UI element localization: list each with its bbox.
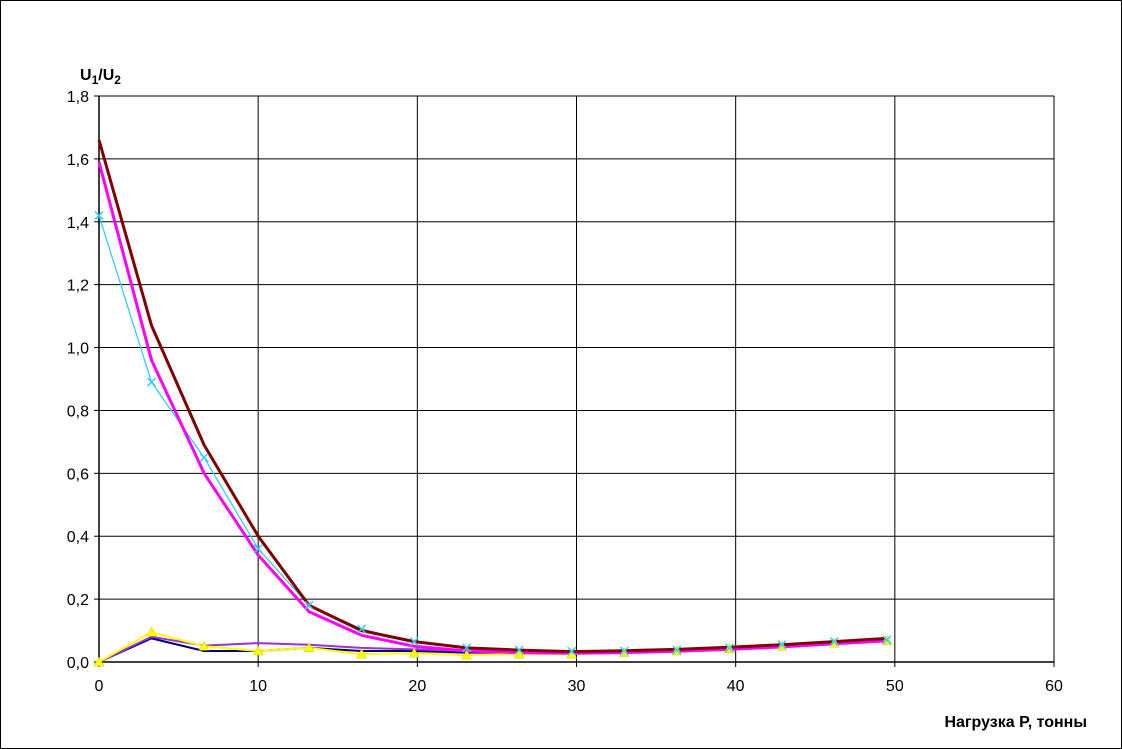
data-point-x: [514, 645, 524, 655]
data-point-x: [94, 210, 104, 221]
x-tick-label: 20: [408, 678, 426, 695]
data-point-x: [409, 637, 419, 647]
x-tick-label: 0: [95, 678, 104, 695]
data-point-triangle: [513, 648, 525, 659]
x-tick-label: 40: [727, 678, 745, 695]
data-point-x: [462, 643, 472, 653]
data-point-x: [146, 377, 157, 387]
data-point-triangle: [408, 647, 420, 658]
data-point-x: [357, 624, 367, 634]
data-point-x: [304, 600, 314, 610]
data-point-x: [829, 637, 839, 647]
data-point-x: [567, 646, 577, 656]
data-point-x: [672, 645, 682, 655]
data-point-triangle: [252, 645, 264, 656]
x-tick-label: 10: [249, 678, 267, 695]
x-tick-labels: 0 10 20 30 40 50 60: [95, 678, 1063, 695]
series-line-0: [97, 139, 887, 654]
y-tick-labels: 0,0 0,2 0,4 0,6 0,8 1,0 1,2 1,4 1,6 1,8: [67, 89, 89, 672]
y-tick-label: 0,2: [67, 592, 89, 609]
y-tick-label: 0,8: [67, 403, 89, 420]
data-point-x: [199, 453, 209, 463]
data-point-x: [724, 643, 734, 653]
data-point-triangle: [93, 656, 105, 667]
series-lines: [97, 139, 887, 663]
y-tick-label: 1,8: [67, 89, 89, 106]
y-tick-label: 1,6: [67, 152, 89, 169]
data-point-x: [777, 640, 787, 650]
data-point-x: [882, 635, 892, 645]
y-tick-label: 0,6: [67, 466, 89, 483]
y-tick-label: 1,4: [67, 215, 89, 232]
data-point-x: [253, 544, 263, 554]
x-axis-title: Нагрузка P, тонны: [944, 714, 1087, 731]
data-point-triangle: [146, 626, 157, 637]
x-tick-label: 30: [568, 678, 586, 695]
y-axis-title: U1/U2: [80, 67, 121, 87]
y-tick-label: 1,2: [67, 278, 89, 295]
data-point-triangle: [356, 648, 368, 659]
data-point-triangle: [461, 649, 473, 660]
x-tick-label: 60: [1045, 678, 1063, 695]
x-tick-label: 50: [886, 678, 904, 695]
data-point-triangle: [303, 642, 315, 653]
y-tick-label: 0,0: [67, 655, 89, 672]
data-point-triangle: [198, 640, 210, 651]
y-tick-label: 1,0: [67, 341, 89, 358]
data-point-x: [619, 646, 629, 656]
series-markers: [93, 210, 893, 667]
series-line-1: [97, 161, 887, 655]
y-tick-label: 0,4: [67, 529, 89, 546]
